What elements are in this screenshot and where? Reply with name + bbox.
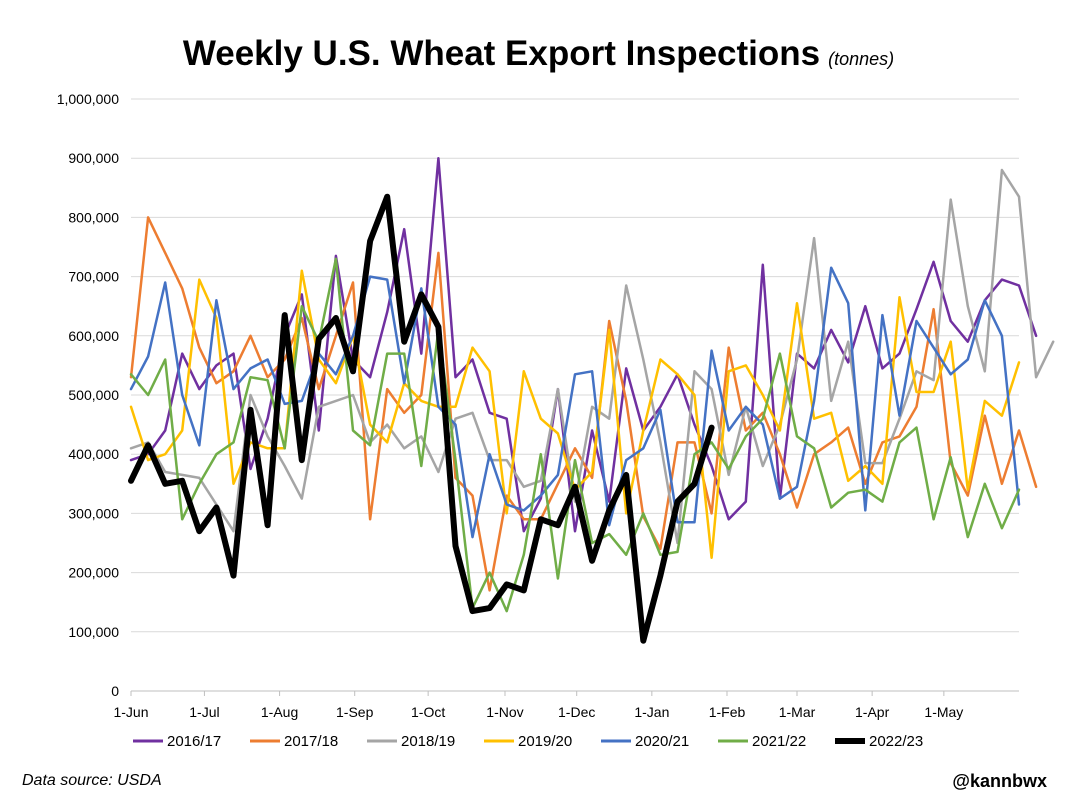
legend-label: 2020/21 (635, 733, 689, 750)
gridlines (131, 98, 1019, 633)
author-handle: @kannbwx (952, 771, 1047, 791)
chart-title: Weekly U.S. Wheat Export Inspections (ton… (0, 34, 1077, 74)
y-tick-label: 800,000 (68, 209, 119, 225)
x-axis: 1-Jun 1-Jul 1-Aug 1-Sep 1-Oct 1-Nov 1-Dec 1-Jan… (113, 690, 1019, 720)
x-tick-label: 1-Sep (336, 704, 374, 720)
x-tick-label: 1-Aug (261, 704, 298, 720)
y-tick-label: 600,000 (68, 328, 119, 344)
y-tick-label: 500,000 (68, 387, 119, 403)
y-axis: 0 100,000 200,000 300,000 400,000 500,000 600,… (57, 91, 120, 699)
y-tick-label: 400,000 (68, 446, 119, 462)
x-tick-label: 1-Jul (189, 704, 219, 720)
y-tick-label: 700,000 (68, 269, 119, 285)
x-tick-label: 1-Jan (634, 704, 669, 720)
data-source-note: Data source: USDA (22, 772, 162, 789)
y-tick-label: 200,000 (68, 565, 119, 581)
legend-label: 2021/22 (752, 733, 806, 750)
y-tick-label: 0 (111, 683, 119, 699)
x-tick-label: 1-Jun (113, 704, 148, 720)
x-tick-label: 1-Apr (855, 704, 890, 720)
y-tick-label: 300,000 (68, 505, 119, 521)
series-line-2016-17 (129, 156, 1038, 533)
x-tick-label: 1-Dec (558, 704, 595, 720)
legend-label: 2016/17 (167, 733, 221, 750)
legend: 2016/17 2017/18 2018/19 2019/20 2020/21 2021/… (133, 733, 923, 750)
x-tick-label: 1-Feb (709, 704, 746, 720)
y-tick-label: 1,000,000 (57, 91, 119, 107)
x-tick-label: 1-May (924, 704, 963, 720)
y-tick-label: 900,000 (68, 150, 119, 166)
chart-subtitle: (tonnes) (828, 49, 895, 69)
legend-label: 2017/18 (284, 733, 338, 750)
series-line-2021-22 (129, 257, 1021, 613)
series-line-2022-23 (128, 193, 715, 644)
x-tick-label: 1-Nov (486, 704, 523, 720)
legend-label: 2019/20 (518, 733, 572, 750)
legend-label: 2022/23 (869, 733, 923, 750)
chart-title-main: Weekly U.S. Wheat Export Inspections (182, 34, 821, 73)
y-tick-label: 100,000 (68, 624, 119, 640)
x-tick-label: 1-Oct (411, 704, 445, 720)
legend-label: 2018/19 (401, 733, 455, 750)
series-lines (128, 156, 1055, 644)
x-tick-label: 1-Mar (779, 704, 816, 720)
series-line-2018-19 (129, 168, 1055, 545)
